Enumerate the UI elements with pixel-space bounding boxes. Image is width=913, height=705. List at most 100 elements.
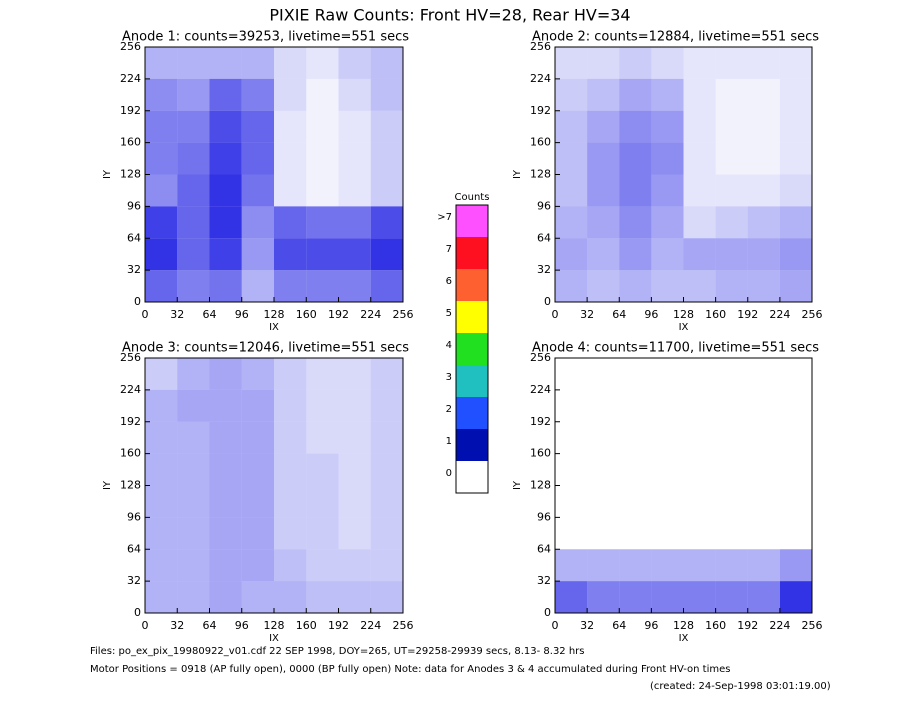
density-cell [683, 47, 716, 79]
density-cell [716, 358, 748, 390]
x-axis-label: IX [269, 633, 279, 644]
density-cell [306, 270, 339, 302]
density-cell [619, 270, 652, 302]
density-cell [306, 485, 339, 518]
density-cell [715, 142, 748, 175]
density-cell [555, 549, 588, 582]
density-cell [145, 549, 178, 582]
density-cell [587, 78, 620, 111]
y-tick-label: 32 [127, 263, 141, 276]
y-tick-label: 64 [127, 542, 141, 555]
colorbar-swatch [456, 301, 488, 333]
density-cell [555, 238, 588, 271]
colorbar-label: 1 [446, 436, 452, 447]
density-cell [747, 78, 780, 111]
density-cell [651, 238, 684, 271]
density-cell [555, 581, 588, 613]
density-cell [683, 174, 716, 207]
y-tick-label: 96 [537, 199, 551, 212]
density-cell [241, 238, 274, 271]
density-cell [587, 390, 619, 422]
density-cell [684, 486, 716, 518]
density-cell [780, 422, 812, 454]
density-cell [306, 47, 339, 79]
colorbar-swatch [456, 269, 488, 301]
x-tick-label: 160 [296, 308, 317, 321]
density-cell [747, 270, 780, 302]
colorbar-label: 6 [446, 276, 452, 287]
density-cell [651, 174, 684, 207]
density-cell [683, 238, 716, 271]
y-tick-label: 128 [530, 479, 551, 492]
y-tick-label: 0 [544, 606, 551, 619]
density-cell [779, 110, 812, 143]
density-cell [555, 517, 587, 549]
density-cell [779, 238, 812, 271]
x-tick-label: 160 [705, 308, 726, 321]
density-cell [555, 390, 587, 422]
density-cell [306, 549, 339, 582]
density-cell [177, 47, 210, 79]
density-cell [177, 581, 210, 613]
figure-title: PIXIE Raw Counts: Front HV=28, Rear HV=3… [269, 6, 630, 25]
x-tick-label: 0 [552, 619, 559, 632]
density-cell [306, 142, 339, 175]
density-cell [683, 549, 716, 582]
y-tick-label: 32 [537, 263, 551, 276]
y-tick-label: 0 [134, 295, 141, 308]
density-cell [338, 358, 371, 390]
density-cell [338, 78, 371, 111]
density-cell [241, 421, 274, 454]
density-cell [145, 174, 178, 207]
density-cell [306, 421, 339, 454]
density-cell [370, 485, 403, 518]
density-cell [748, 358, 780, 390]
density-cell [779, 47, 812, 79]
x-tick-label: 96 [644, 619, 658, 632]
density-cell [651, 206, 684, 239]
colorbar-label: 4 [446, 340, 452, 351]
density-cell [651, 486, 683, 518]
density-cell [209, 270, 242, 302]
x-tick-label: 0 [142, 308, 149, 321]
density-cell [209, 485, 242, 518]
density-cell [338, 389, 371, 422]
density-cell [177, 78, 210, 111]
density-cell [715, 270, 748, 302]
density-cell [587, 238, 620, 271]
density-cell [274, 517, 307, 550]
density-cell [684, 454, 716, 486]
panel-title: Anode 4: counts=11700, livetime=551 secs [532, 341, 819, 356]
density-cell [555, 142, 588, 175]
density-cell [306, 517, 339, 550]
x-tick-label: 96 [644, 308, 658, 321]
density-cell [747, 47, 780, 79]
density-cell [145, 206, 178, 239]
density-cell [306, 358, 339, 390]
y-tick-label: 192 [120, 415, 141, 428]
density-cell [241, 389, 274, 422]
density-cell [241, 47, 274, 79]
density-cell [587, 454, 619, 486]
density-cell [651, 358, 683, 390]
y-tick-label: 192 [120, 104, 141, 117]
density-cell [306, 581, 339, 613]
density-cell [651, 422, 683, 454]
density-cell [241, 270, 274, 302]
density-cell [274, 78, 307, 111]
x-tick-label: 128 [264, 619, 285, 632]
density-cell [587, 206, 620, 239]
y-tick-label: 64 [537, 231, 551, 244]
density-cell [619, 454, 651, 486]
y-tick-label: 160 [120, 136, 141, 149]
density-cell [177, 358, 210, 390]
density-cell [274, 270, 307, 302]
density-cell [747, 238, 780, 271]
density-cell [716, 422, 748, 454]
y-axis-label: IY [102, 480, 113, 490]
density-cell [747, 206, 780, 239]
density-cell [338, 238, 371, 271]
density-cell [748, 454, 780, 486]
